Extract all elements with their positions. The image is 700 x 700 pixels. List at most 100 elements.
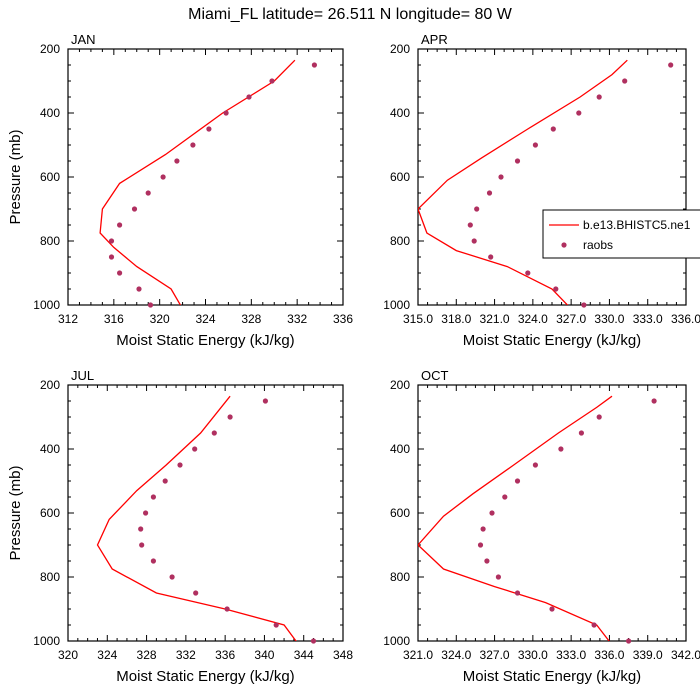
raobs-point <box>262 398 268 404</box>
raobs-point <box>311 62 317 68</box>
x-axis-title: Moist Static Energy (kJ/kg) <box>463 668 641 685</box>
raobs-point <box>596 414 602 420</box>
raobs-point <box>514 590 521 596</box>
raobs-point <box>117 222 123 228</box>
raobs-point <box>495 574 501 580</box>
y-tick-label: 1000 <box>383 634 410 648</box>
raobs-point <box>550 126 556 132</box>
model-line <box>418 59 628 305</box>
panel-label: OCT <box>421 368 449 383</box>
y-tick-label: 400 <box>40 106 60 120</box>
x-axis-title: Moist Static Energy (kJ/kg) <box>116 668 294 685</box>
y-tick-label: 1000 <box>383 298 410 312</box>
x-tick-label: 330.0 <box>594 312 624 326</box>
panel-jul: 320 324 328 332 336 340 344 348 200 400 600 800 1000… <box>7 368 353 685</box>
y-tick-label: 400 <box>390 442 410 456</box>
raobs-point <box>480 526 486 532</box>
raobs-point <box>136 286 142 292</box>
x-tick-label: 327.0 <box>480 648 510 662</box>
raobs-point <box>192 446 198 452</box>
raobs-point <box>591 622 597 628</box>
y-tick-label: 600 <box>390 506 410 520</box>
raobs-point <box>143 510 149 516</box>
y-tick-label: 800 <box>40 234 60 248</box>
x-tick-label: 320 <box>150 312 170 326</box>
raobs-point <box>484 558 490 564</box>
x-axis-title: Moist Static Energy (kJ/kg) <box>463 332 641 349</box>
raobs-point <box>117 270 123 276</box>
x-tick-label: 320 <box>58 648 78 662</box>
raobs-point <box>477 542 484 548</box>
raobs-point <box>269 78 275 84</box>
raobs-point <box>549 606 555 612</box>
x-tick-label: 315.0 <box>403 312 433 326</box>
x-tick-label: 333.0 <box>556 648 586 662</box>
raobs-point <box>502 494 508 500</box>
y-tick-label: 200 <box>390 378 410 392</box>
y-tick-label: 200 <box>40 378 60 392</box>
x-tick-label: 324 <box>195 312 215 326</box>
raobs-point <box>190 142 196 148</box>
y-tick-label: 1000 <box>33 298 60 312</box>
y-tick-label: 200 <box>390 42 410 56</box>
raobs-point <box>471 238 477 244</box>
panel-apr: 315.0 318.0 321.0 324.0 327.0 330.0 333.0 336.0… <box>383 32 700 349</box>
x-tick-label: 312 <box>58 312 78 326</box>
raobs-point <box>576 110 582 116</box>
raobs-point <box>514 158 521 164</box>
x-tick-label: 324.0 <box>441 648 471 662</box>
plot-area <box>418 395 613 641</box>
legend-obs-label: raobs <box>583 238 613 252</box>
x-tick-label: 336.0 <box>671 312 700 326</box>
raobs-point <box>651 398 657 404</box>
raobs-point <box>139 542 145 548</box>
y-tick-label: 600 <box>390 170 410 184</box>
model-line <box>99 59 296 305</box>
y-tick-label: 800 <box>390 570 410 584</box>
plot-area <box>96 395 297 641</box>
plot-area <box>99 59 296 305</box>
x-tick-label: 336 <box>215 648 235 662</box>
y-tick-label: 200 <box>40 42 60 56</box>
raobs-point <box>532 462 539 468</box>
x-tick-label: 324 <box>97 648 117 662</box>
legend: b.e13.BHISTC5.ne1 raobs <box>542 209 700 259</box>
x-tick-label: 336.0 <box>594 648 624 662</box>
raobs-point <box>177 462 183 468</box>
x-tick-label: 339.0 <box>633 648 663 662</box>
x-tick-label: 321.0 <box>480 312 510 326</box>
model-line <box>418 395 613 641</box>
raobs-point <box>668 62 674 68</box>
y-axis-title: Pressure (mb) <box>7 129 24 224</box>
y-axis-title: Pressure (mb) <box>7 465 24 560</box>
raobs-point <box>147 302 154 308</box>
raobs-point <box>162 478 168 484</box>
raobs-point <box>246 94 252 100</box>
x-tick-label: 316 <box>104 312 124 326</box>
raobs-point <box>525 270 531 276</box>
raobs-point <box>474 206 480 212</box>
raobs-point <box>310 638 317 644</box>
panel-label: APR <box>421 32 448 47</box>
raobs-point <box>150 558 156 564</box>
raobs-point <box>488 254 494 260</box>
raobs-point <box>206 126 212 132</box>
raobs-point <box>514 478 521 484</box>
raobs-point <box>160 174 166 180</box>
plot-area <box>418 59 628 305</box>
x-tick-label: 330.0 <box>518 648 548 662</box>
raobs-point <box>467 222 473 228</box>
x-tick-label: 344 <box>294 648 314 662</box>
raobs-point <box>145 190 151 196</box>
y-tick-label: 400 <box>390 106 410 120</box>
panels-group: 312 316 320 324 328 332 336 200 400 600 800 1000 JAN… <box>7 32 700 685</box>
y-tick-label: 800 <box>390 234 410 248</box>
panel-label: JAN <box>71 32 96 47</box>
legend-model-label: b.e13.BHISTC5.ne1 <box>583 218 691 232</box>
y-tick-label: 1000 <box>33 634 60 648</box>
raobs-point <box>223 110 229 116</box>
raobs-point <box>626 638 632 644</box>
raobs-point <box>498 174 504 180</box>
raobs-point <box>596 94 602 100</box>
